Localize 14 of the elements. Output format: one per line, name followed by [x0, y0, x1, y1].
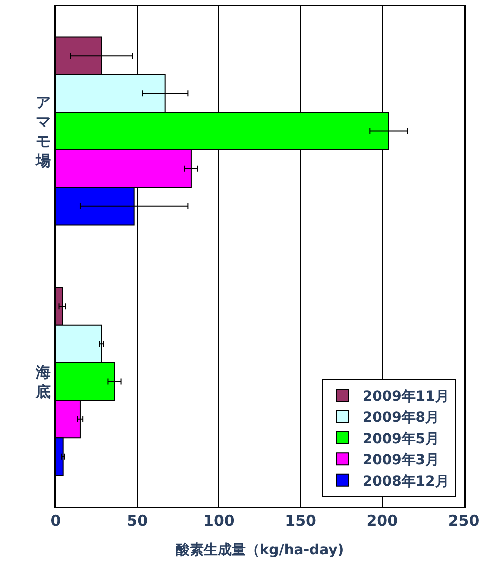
x-tick-label: 0 [50, 512, 62, 530]
x-tick-label: 250 [448, 512, 480, 530]
legend-label: 2009年3月 [362, 452, 440, 469]
legend-label: 2008年12月 [362, 474, 450, 490]
y-tick-label: 海底 [35, 363, 51, 401]
y-tick-label: アマモ場 [35, 93, 51, 170]
legend-label: 2009年11月 [362, 389, 450, 406]
x-tick-label: 200 [366, 512, 398, 530]
legend-label: 2009年5月 [362, 431, 440, 448]
x-tick-label: 50 [127, 512, 148, 530]
x-tick-label: 150 [285, 512, 316, 530]
x-tick-label: 100 [204, 512, 235, 530]
x-axis-title: 酸素生成量（kg/ha-day) [176, 542, 344, 558]
legend-label: 2009年8月 [362, 410, 440, 426]
